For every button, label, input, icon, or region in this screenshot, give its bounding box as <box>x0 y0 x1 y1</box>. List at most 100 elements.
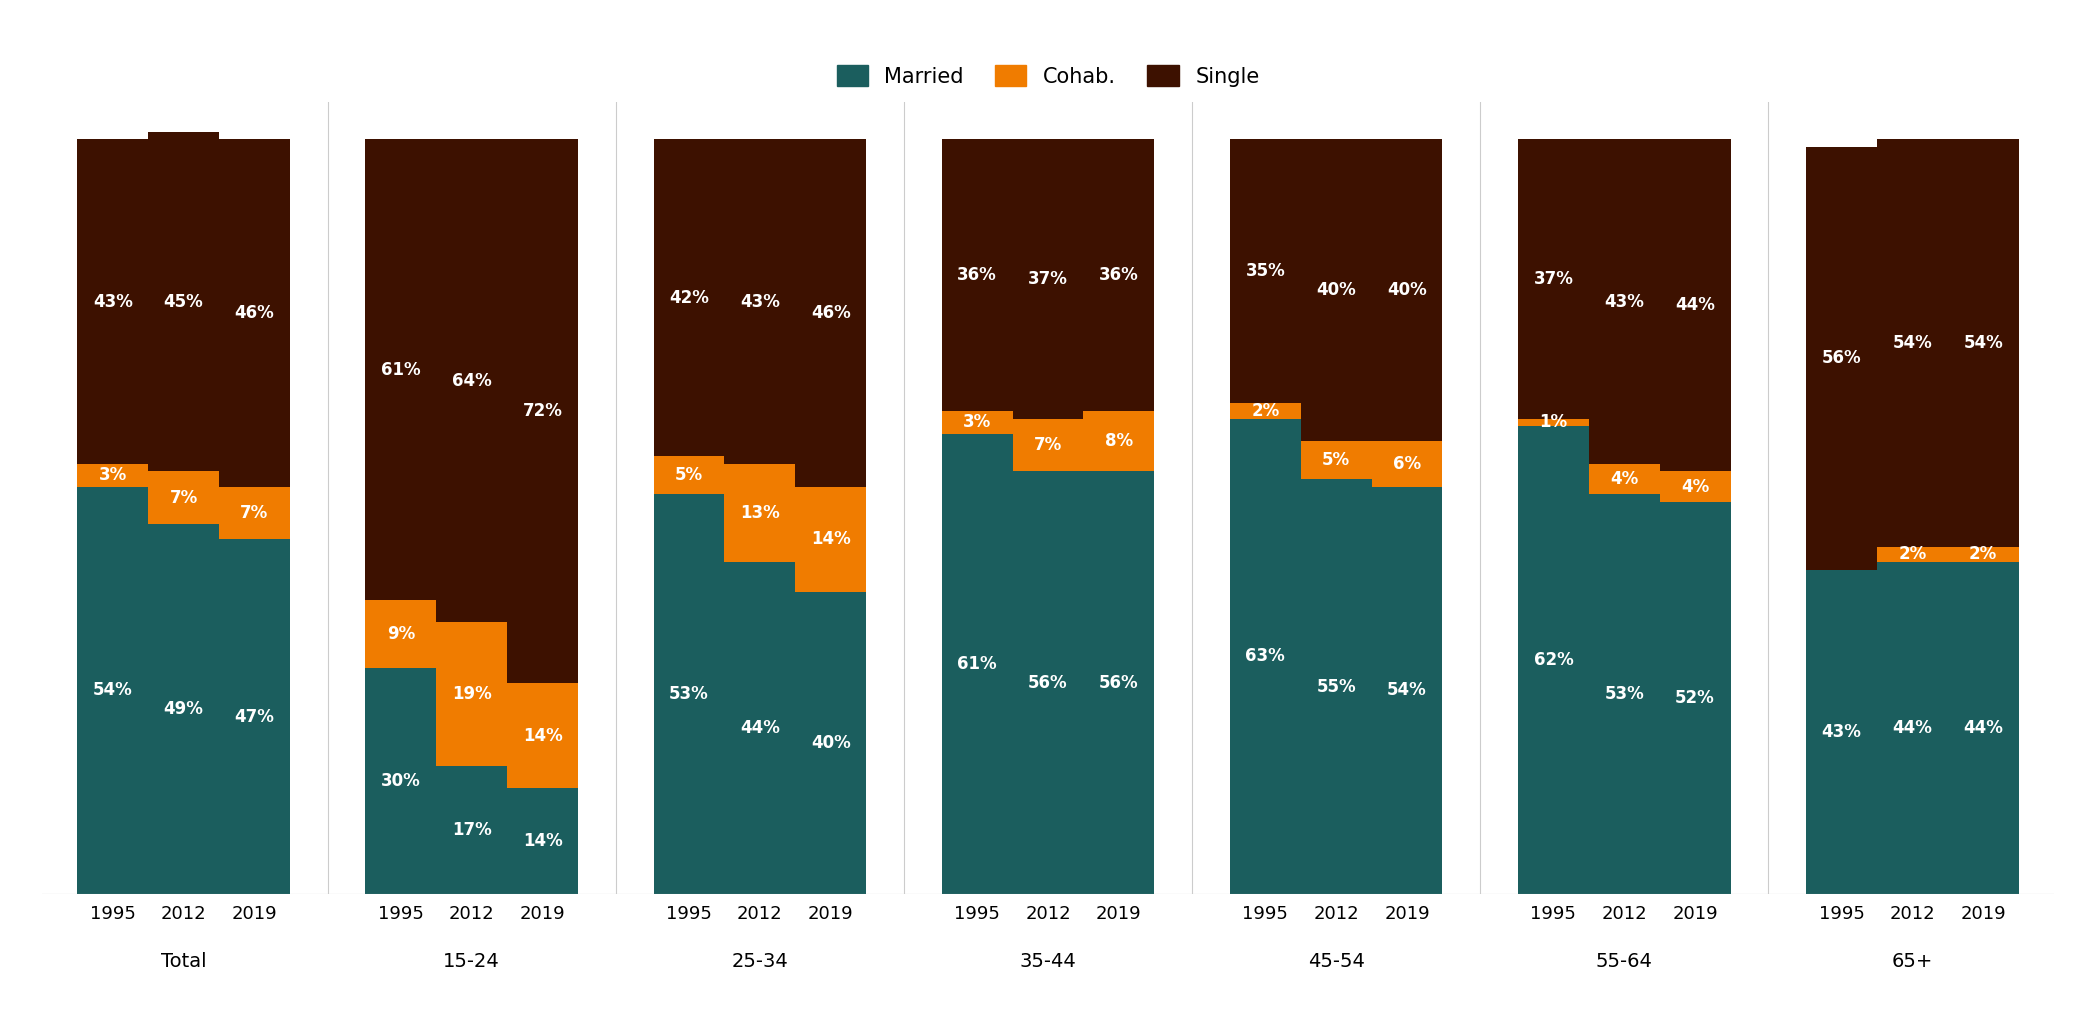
Text: 1%: 1% <box>1538 414 1568 432</box>
Legend: Married, Cohab., Single: Married, Cohab., Single <box>828 57 1268 94</box>
Bar <box>654 139 725 456</box>
Bar <box>1589 139 1660 464</box>
Bar <box>941 434 1012 894</box>
Bar <box>1947 139 2018 547</box>
Bar <box>1518 139 1589 419</box>
Text: 54%: 54% <box>1893 334 1933 353</box>
Text: 2%: 2% <box>1251 402 1279 420</box>
Text: 25-34: 25-34 <box>732 952 788 971</box>
Bar <box>78 139 149 464</box>
Bar <box>78 487 149 894</box>
Bar <box>220 487 289 539</box>
Text: 14%: 14% <box>811 530 851 549</box>
Bar <box>1012 419 1084 471</box>
Text: 5%: 5% <box>675 466 702 485</box>
Text: 7%: 7% <box>1033 436 1063 454</box>
Text: 19%: 19% <box>453 685 493 703</box>
Text: Total: Total <box>161 952 205 971</box>
Bar <box>1230 139 1302 403</box>
Bar <box>149 132 220 471</box>
Text: 61%: 61% <box>958 655 998 673</box>
Bar <box>1876 139 1947 547</box>
Text: 30%: 30% <box>381 772 421 789</box>
Bar <box>725 139 794 464</box>
Text: 36%: 36% <box>958 266 998 284</box>
Bar <box>1371 441 1442 487</box>
Text: 3%: 3% <box>962 414 991 432</box>
Text: 8%: 8% <box>1105 432 1134 450</box>
Text: 43%: 43% <box>740 293 780 311</box>
Bar <box>1518 419 1589 426</box>
Text: 7%: 7% <box>170 489 197 507</box>
Text: 17%: 17% <box>453 821 493 839</box>
Text: 49%: 49% <box>163 700 203 718</box>
Text: 37%: 37% <box>1027 270 1069 288</box>
Bar <box>507 788 578 894</box>
Bar <box>1084 139 1155 411</box>
Bar <box>794 592 866 894</box>
Bar <box>220 539 289 894</box>
Text: 64%: 64% <box>453 372 493 390</box>
Text: 6%: 6% <box>1394 455 1421 472</box>
Text: 4%: 4% <box>1610 470 1639 488</box>
Text: 14%: 14% <box>522 726 562 745</box>
Text: 3%: 3% <box>99 466 128 485</box>
Bar <box>654 456 725 494</box>
Bar <box>1371 487 1442 894</box>
Text: 44%: 44% <box>1675 297 1715 314</box>
Text: 54%: 54% <box>1388 682 1427 699</box>
Text: 35%: 35% <box>1245 262 1285 280</box>
Text: 2%: 2% <box>1899 546 1926 564</box>
Bar <box>1230 419 1302 894</box>
Text: 42%: 42% <box>669 289 708 307</box>
Text: 56%: 56% <box>1029 674 1067 692</box>
Text: 40%: 40% <box>1388 281 1427 300</box>
Bar <box>220 139 289 487</box>
Text: 47%: 47% <box>235 708 275 725</box>
Bar <box>725 464 794 562</box>
Text: 36%: 36% <box>1098 266 1138 284</box>
Text: 72%: 72% <box>522 402 562 420</box>
Text: 4%: 4% <box>1681 478 1708 496</box>
Text: 55%: 55% <box>1316 678 1356 696</box>
Bar <box>1807 570 1876 894</box>
Text: 65+: 65+ <box>1893 952 1933 971</box>
Bar <box>794 139 866 487</box>
Bar <box>1302 441 1371 479</box>
Bar <box>1876 562 1947 894</box>
Text: 56%: 56% <box>1098 674 1138 692</box>
Text: 44%: 44% <box>1893 719 1933 737</box>
Text: 44%: 44% <box>1964 719 2004 737</box>
Bar <box>1012 471 1084 894</box>
Bar <box>1302 139 1371 441</box>
Bar <box>436 766 507 894</box>
Text: 35-44: 35-44 <box>1019 952 1077 971</box>
Text: 61%: 61% <box>381 361 421 379</box>
Text: 40%: 40% <box>1316 281 1356 300</box>
Text: 9%: 9% <box>388 625 415 643</box>
Text: 44%: 44% <box>740 719 780 737</box>
Bar <box>436 139 507 623</box>
Bar <box>365 668 436 894</box>
Bar <box>1371 139 1442 441</box>
Text: 37%: 37% <box>1534 270 1574 288</box>
Text: 14%: 14% <box>522 832 562 850</box>
Bar <box>149 471 220 524</box>
Text: 43%: 43% <box>92 293 132 311</box>
Bar <box>1084 411 1155 471</box>
Text: 63%: 63% <box>1245 647 1285 665</box>
Text: 45-54: 45-54 <box>1308 952 1364 971</box>
Bar <box>436 623 507 766</box>
Bar <box>1660 502 1731 894</box>
Bar <box>365 139 436 599</box>
Text: 52%: 52% <box>1675 689 1715 707</box>
Bar <box>794 487 866 592</box>
Text: 46%: 46% <box>235 304 275 322</box>
Bar <box>1807 147 1876 570</box>
Bar <box>1302 479 1371 894</box>
Text: 45%: 45% <box>163 293 203 311</box>
Text: 55-64: 55-64 <box>1595 952 1652 971</box>
Bar <box>1230 403 1302 419</box>
Text: 7%: 7% <box>241 504 268 522</box>
Bar <box>725 562 794 894</box>
